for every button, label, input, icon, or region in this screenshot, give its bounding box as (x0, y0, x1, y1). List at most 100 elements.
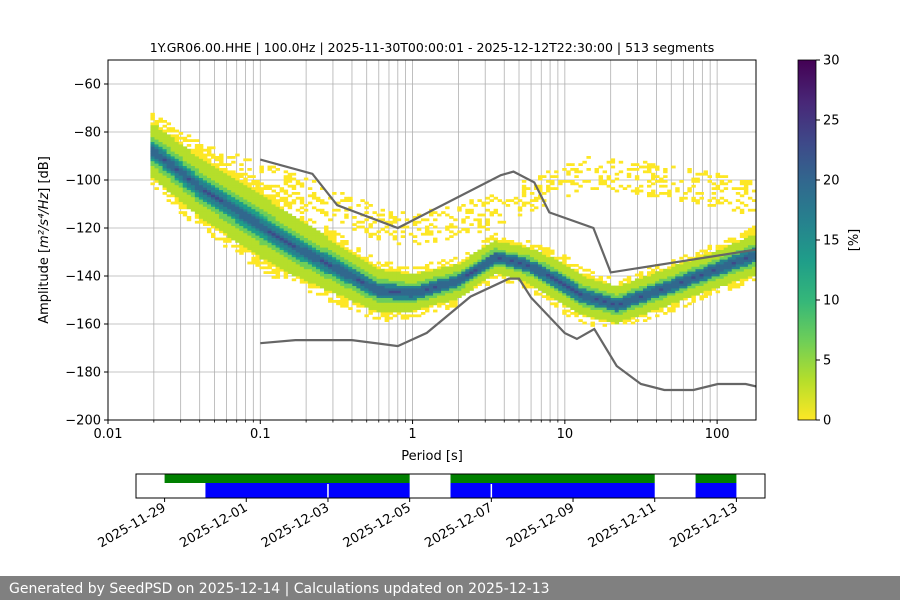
psd-cell (211, 187, 216, 190)
psd-cell (267, 187, 272, 190)
psd-cell (416, 273, 422, 277)
psd-cell (711, 192, 717, 195)
psd-cell (739, 180, 745, 183)
psd-cell (433, 290, 438, 294)
psd-cell (259, 247, 264, 250)
psd-cell (307, 237, 313, 241)
psd-cell (158, 139, 163, 142)
psd-cell (283, 220, 289, 224)
psd-cell (219, 228, 224, 231)
psd-cell (336, 276, 341, 279)
psd-cell (538, 278, 543, 282)
psd-cell (739, 271, 745, 274)
psd-cell (622, 300, 628, 303)
psd-cell (311, 244, 317, 248)
psd-cell (586, 295, 591, 298)
psd-cell (461, 264, 466, 267)
psd-cell (481, 254, 486, 258)
psd-cell (315, 254, 321, 258)
psd-cell (513, 276, 519, 279)
psd-cell (239, 201, 244, 205)
psd-cell (751, 278, 756, 282)
psd-cell (655, 292, 660, 296)
psd-cell (533, 244, 539, 248)
psd-cell (747, 271, 753, 274)
psd-cell (687, 295, 692, 298)
psd-cell (590, 278, 595, 282)
psd-cell (408, 283, 414, 286)
psd-cell (259, 218, 264, 222)
psd-cell (380, 213, 385, 217)
psd-cell (336, 283, 341, 286)
psd-cell (554, 266, 559, 270)
psd-cell (384, 316, 390, 320)
psd-cell (311, 254, 317, 258)
psd-cell (311, 228, 317, 231)
psd-cell (727, 259, 733, 262)
psd-cell (352, 266, 357, 270)
psd-cell (751, 254, 756, 258)
psd-cell (663, 192, 668, 195)
psd-cell (356, 304, 361, 308)
psd-cell (747, 261, 753, 265)
psd-cell (671, 295, 676, 298)
psd-cell (392, 235, 398, 238)
psd-cell (263, 247, 268, 250)
psd-cell (380, 304, 385, 308)
psd-cell (687, 290, 692, 294)
psd-cell (275, 192, 281, 195)
psd-cell (388, 216, 394, 219)
psd-cell (606, 316, 612, 320)
psd-cell (186, 194, 192, 198)
psd-cell (158, 136, 163, 140)
psd-cell (400, 211, 406, 214)
psd-cell (307, 232, 313, 236)
psd-cell (582, 283, 587, 286)
psd-cell (453, 264, 458, 267)
psd-cell (566, 290, 571, 294)
psd-cell (453, 273, 458, 277)
psd-cell (364, 264, 369, 267)
psd-cell (715, 259, 721, 262)
psd-cell (550, 256, 555, 260)
psd-cell (320, 199, 325, 202)
psd-cell (239, 242, 244, 246)
psd-cell (295, 228, 301, 231)
psd-cell (206, 206, 212, 210)
psd-cell (469, 285, 474, 289)
psd-cell (477, 249, 482, 253)
psd-cell (699, 192, 704, 195)
psd-cell (723, 240, 729, 243)
psd-cell (663, 302, 668, 306)
psd-cell (279, 228, 285, 231)
availability-green-segment (164, 474, 410, 483)
psd-cell (578, 280, 583, 284)
psd-cell (707, 256, 712, 260)
psd-cell (509, 242, 515, 246)
psd-cell (538, 247, 543, 250)
psd-cell (283, 232, 289, 236)
psd-cell (465, 290, 470, 294)
psd-cell (719, 249, 725, 253)
psd-cell (150, 165, 155, 169)
psd-cell (356, 300, 361, 303)
psd-cell (538, 288, 543, 291)
psd-cell (651, 280, 656, 284)
psd-cell (699, 283, 704, 286)
psd-cell (509, 276, 515, 279)
psd-cell (743, 266, 749, 270)
psd-cell (606, 307, 612, 310)
psd-cell (747, 254, 753, 258)
psd-cell (223, 168, 228, 171)
psd-cell (368, 297, 373, 301)
psd-cell (715, 187, 721, 190)
psd-cell (647, 307, 652, 310)
psd-cell (634, 273, 640, 277)
psd-cell (388, 295, 394, 298)
psd-cell (235, 213, 240, 217)
psd-cell (368, 307, 373, 310)
psd-cell (259, 237, 264, 241)
psd-cell (642, 278, 648, 282)
psd-cell (489, 199, 494, 202)
psd-cell (295, 223, 301, 226)
